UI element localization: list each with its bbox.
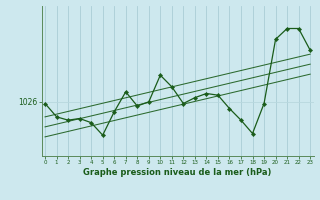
X-axis label: Graphe pression niveau de la mer (hPa): Graphe pression niveau de la mer (hPa) <box>84 168 272 177</box>
